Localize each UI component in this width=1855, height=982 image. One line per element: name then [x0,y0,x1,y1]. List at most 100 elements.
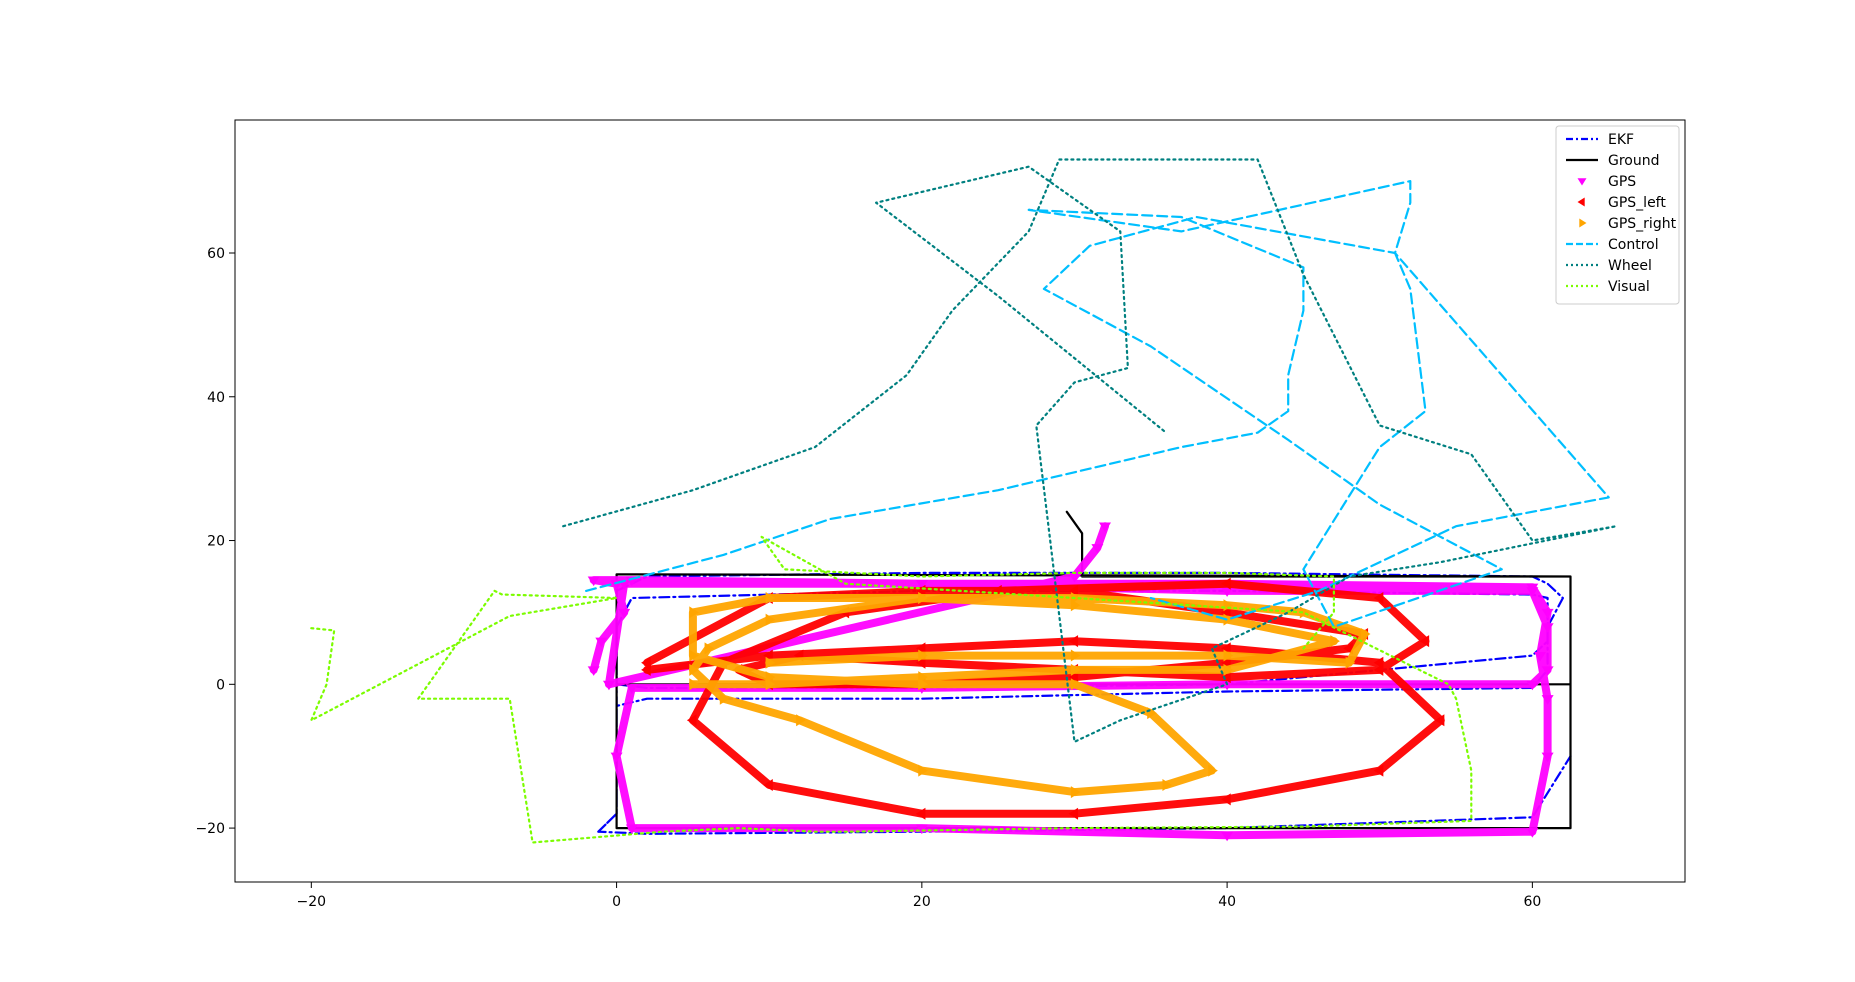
series-point-gps-left [1068,671,1079,684]
series-point-gps [625,824,638,835]
series-point-gps-right [918,649,928,662]
series-line-control [584,180,1610,628]
series-point-gps-right [918,764,928,777]
series-point-gps-left [992,584,1002,597]
y-tick-label: 0 [216,677,225,693]
legend-swatch-gps-right [1579,218,1587,228]
legend-swatch-gps [1577,178,1587,186]
series-point-gps-right [765,678,776,691]
series-point-gps-left [1373,764,1384,777]
series-point-gps [1526,587,1539,597]
series-point-gps-right [1299,606,1310,619]
series-point-gps [1099,522,1111,533]
series-point-gps-right [689,606,699,619]
plot-frame [234,119,1686,883]
series-point-gps-left [1221,577,1231,590]
series-point-gps [587,576,600,587]
series-point-gps-right [1223,663,1234,676]
x-tick-label: −20 [297,894,327,910]
series-point-gps-right [918,592,928,605]
series-point-gps [1541,623,1554,633]
series-point-gps [625,684,638,694]
series-point-gps-right [1070,649,1081,662]
series-point-gps [1221,680,1234,691]
series-point-gps-right [1223,599,1234,612]
y-tick-label: −20 [195,821,225,837]
series-line-visual [310,535,1473,844]
series-point-gps [610,752,623,763]
y-axis: −20 0 20 40 60 [195,246,235,837]
series-visual [310,535,1473,844]
series-point-gps [1221,587,1234,597]
series-point-gps [915,580,928,590]
series-point-gps-left [1419,635,1430,648]
series-point-gps-left [763,649,773,662]
series-point-gps [915,824,928,835]
series-point-gps-left [1343,642,1353,655]
series-point-gps-right [1345,656,1356,669]
series-point-gps-right [1208,764,1218,777]
legend-label-gps-right: GPS_right [1608,216,1677,232]
series-point-gps-right [1223,613,1234,626]
series-point-gps-left [915,642,926,655]
series-point-gps-right [704,642,715,655]
legend: EKF Ground GPS GPS_left GPS_right Control Whee… [1555,125,1680,305]
x-tick-label: 0 [612,894,621,910]
series-point-gps [1541,695,1554,705]
series-point-gps [595,637,608,648]
legend-label-ground: Ground [1608,153,1660,169]
series-point-gps-left [1068,584,1079,597]
series-trail-gps [589,522,1552,840]
legend-label-visual: Visual [1608,279,1650,295]
series-layer [310,158,1618,844]
legend-label-control: Control [1608,237,1659,253]
series-point-gps [1526,828,1539,838]
series-point-gps-right [765,592,776,605]
series-point-gps-right [1162,778,1173,791]
series-point-gps-left [1221,793,1231,806]
series-gps [587,522,1554,842]
series-point-gps-right [796,714,806,727]
series-point-gps-right [719,692,730,705]
legend-swatch-gps-left [1577,197,1585,207]
legend-label-gps-left: GPS_left [1608,195,1666,211]
series-point-gps-left [915,807,926,820]
series-point-gps-right [765,613,776,626]
series-point-gps-right [689,678,699,691]
series-point-gps-right [1360,627,1371,640]
series-point-gps-left [763,778,773,791]
legend-label-ekf: EKF [1608,132,1634,148]
series-point-gps [1221,831,1234,842]
series-point-gps-right [1070,678,1081,691]
x-axis: −20 0 20 40 60 [297,882,1541,910]
series-point-gps-right [1330,635,1340,648]
series-point-gps-right [1223,649,1234,662]
series-wheel [562,158,1618,743]
series-trail-gps-right [688,594,1369,797]
x-tick-label: 20 [913,894,931,910]
series-point-gps-left [641,656,651,669]
series-point-gps-right [918,671,928,684]
x-tick-label: 40 [1218,894,1236,910]
series-point-gps-left [1221,606,1231,619]
series-point-gps [1534,651,1546,662]
series-point-gps-left [1434,714,1445,727]
series-point-gps-left [686,714,697,727]
series-point-gps-left [1068,807,1079,820]
series-point-gps-left [1221,642,1231,655]
series-point-gps [1068,572,1081,583]
series-point-gps-left [915,656,926,669]
series-point-gps-right [689,663,699,676]
legend-box [1555,125,1680,305]
series-point-gps-right [1070,786,1081,799]
series-point-gps-left [1068,635,1079,648]
series-control [584,180,1610,628]
series-point-gps [1091,544,1104,554]
series-point-gps [618,608,631,619]
series-point-gps-left [1373,663,1384,676]
series-point-gps [1541,666,1554,676]
x-tick-label: 60 [1523,894,1541,910]
legend-label-gps: GPS [1608,174,1636,190]
series-point-gps [587,666,600,676]
